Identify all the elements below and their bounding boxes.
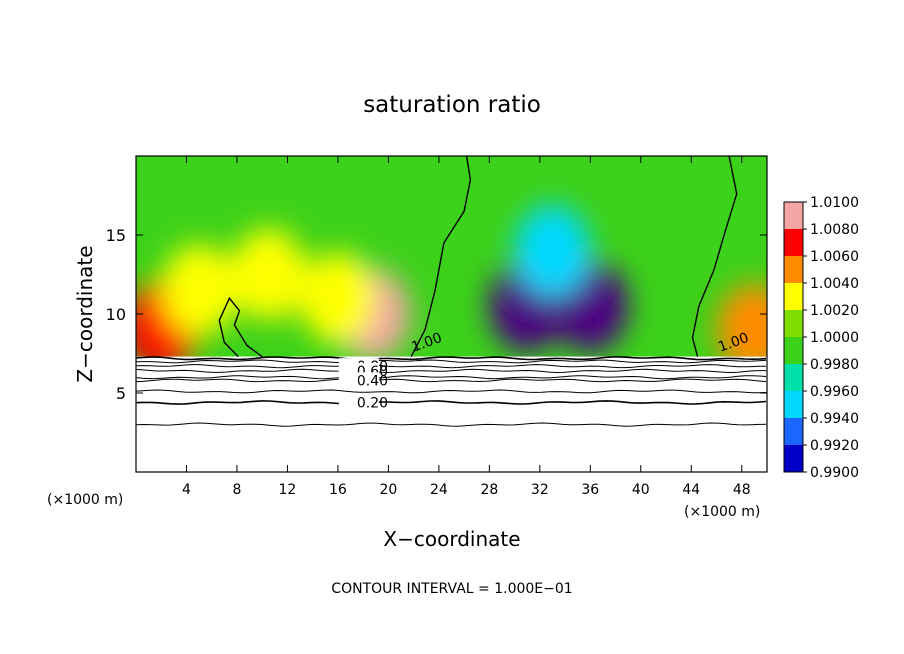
colorbar-swatch bbox=[784, 283, 803, 311]
colorbar-label: 1.0040 bbox=[810, 276, 859, 292]
field-blob bbox=[299, 252, 376, 345]
contour-line-1 bbox=[410, 156, 472, 357]
field-blob bbox=[161, 244, 238, 337]
contour-label-bg bbox=[338, 394, 379, 410]
x-tick-label: 20 bbox=[379, 482, 397, 498]
y-tick-label: 15 bbox=[106, 226, 126, 245]
contour-line bbox=[136, 375, 767, 380]
colorbar-label: 1.0060 bbox=[810, 249, 859, 265]
contour-line bbox=[136, 364, 767, 369]
contour-line bbox=[136, 378, 767, 383]
y-tick-label: 10 bbox=[106, 305, 126, 324]
contour-line bbox=[136, 356, 767, 361]
x-tick-label: 12 bbox=[279, 482, 297, 498]
colorbar-swatch bbox=[784, 337, 803, 365]
field-base bbox=[136, 156, 767, 357]
contour-line bbox=[136, 359, 767, 364]
colorbar-swatch bbox=[784, 256, 803, 284]
x-unit-right: (×1000 m) bbox=[684, 504, 760, 520]
x-axis-label: X−coordinate bbox=[383, 527, 520, 551]
saturation-field bbox=[136, 156, 767, 472]
colorbar-label: 0.9940 bbox=[810, 411, 859, 427]
y-tick-label: 5 bbox=[116, 384, 126, 403]
field-blob bbox=[514, 204, 591, 297]
contour-label: 0.40 bbox=[357, 373, 388, 389]
colorbar-label: 0.9960 bbox=[810, 384, 859, 400]
field-blob bbox=[230, 228, 307, 321]
y-axis-label: Z−coordinate bbox=[73, 245, 97, 382]
lower-contours: 0.800.600.400.20 bbox=[136, 356, 767, 427]
contour-line bbox=[136, 400, 767, 405]
field-blob bbox=[716, 283, 767, 376]
field-blobs bbox=[136, 204, 767, 376]
contour-line bbox=[136, 368, 766, 374]
x-tick-label: 24 bbox=[430, 482, 448, 498]
colorbar-label: 1.0100 bbox=[810, 195, 859, 211]
colorbar-swatch bbox=[784, 310, 803, 338]
x-tick-label: 32 bbox=[531, 482, 549, 498]
x-tick-label: 16 bbox=[329, 482, 347, 498]
lower-region bbox=[136, 356, 767, 472]
colorbar-swatch bbox=[784, 445, 803, 473]
colorbar-swatch bbox=[784, 229, 803, 257]
x-tick-label: 4 bbox=[182, 482, 191, 498]
colorbar-label: 1.0020 bbox=[810, 303, 859, 319]
x-tick-label: 36 bbox=[581, 482, 599, 498]
colorbar-label: 1.0000 bbox=[810, 330, 859, 346]
colorbar-swatch bbox=[784, 418, 803, 446]
x-tick-label: 48 bbox=[733, 482, 751, 498]
contour-line-1 bbox=[218, 296, 263, 358]
colorbar-swatch bbox=[784, 391, 803, 419]
contour-line bbox=[136, 422, 767, 427]
colorbar-label: 0.9920 bbox=[810, 438, 859, 454]
x-unit-left: (×1000 m) bbox=[47, 492, 123, 508]
x-tick-label: 8 bbox=[232, 482, 241, 498]
colorbar: 1.0100 1.0080 1.0060 1.0040 1.0020 1.0000 0.99… bbox=[783, 195, 859, 481]
colorbar-label: 0.9900 bbox=[810, 465, 859, 481]
chart-title: saturation ratio bbox=[363, 92, 541, 118]
x-tick-label: 44 bbox=[682, 482, 700, 498]
plot-area: 0.800.600.400.20 1.001.00 bbox=[136, 156, 767, 472]
x-tick-label: 28 bbox=[480, 482, 498, 498]
colorbar-label: 0.9980 bbox=[810, 357, 859, 373]
contour-line bbox=[136, 389, 767, 394]
colorbar-label: 1.0080 bbox=[810, 222, 859, 238]
contour-label-bg bbox=[338, 372, 379, 388]
x-tick-label: 40 bbox=[632, 482, 650, 498]
contour-label: 0.20 bbox=[357, 395, 388, 411]
colorbar-swatch bbox=[784, 202, 803, 230]
contour-line-1 bbox=[691, 156, 738, 357]
colorbar-swatch bbox=[784, 364, 803, 392]
contour-interval-note: CONTOUR INTERVAL = 1.000E−01 bbox=[331, 581, 572, 597]
